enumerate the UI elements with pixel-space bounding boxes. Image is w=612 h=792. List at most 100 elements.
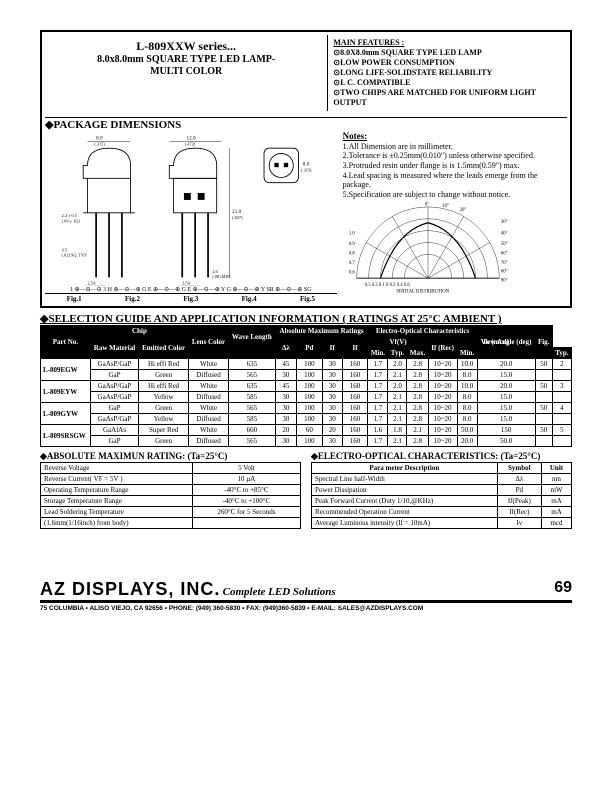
- svg-text:0.9: 0.9: [348, 242, 355, 247]
- cell: 260°C for 5 Seconds: [192, 507, 300, 518]
- features-box: MAIN FEATURES : ⊙8.0X8.0mm SQUARE TYPE L…: [328, 35, 567, 111]
- cell: 10~20: [428, 414, 457, 425]
- th-ifp: If: [342, 337, 368, 359]
- svg-text:0.5 0.3 0.1 0 0.2 0.4 0.6: 0.5 0.3 0.1 0 0.2 0.4 0.6: [364, 283, 410, 288]
- eoc-h0: Para meter Description: [312, 463, 498, 474]
- svg-text:8.0: 8.0: [303, 161, 310, 167]
- cell: Diffused: [189, 436, 229, 447]
- footer: AZ DISPLAYS, INC. Complete LED Solutions…: [40, 579, 572, 603]
- svg-text:(.09 ± .02): (.09 ± .02): [62, 218, 81, 223]
- cell: 585: [228, 414, 275, 425]
- cell: 10~20: [428, 359, 457, 370]
- footer-tag: Complete LED Solutions: [223, 586, 336, 598]
- feature-item: ⊙I. C. COMPATIBLE: [333, 78, 562, 88]
- cell: 5 Volt: [192, 463, 300, 474]
- part-cell: L-809SRSGW: [41, 425, 91, 447]
- cell: 30: [322, 370, 342, 381]
- table-row: Reverse Voltage5 Volt: [41, 463, 301, 474]
- cell: 30: [322, 414, 342, 425]
- cell: 50: [535, 359, 552, 370]
- cell: 565: [228, 403, 275, 414]
- cell: GaAsP/GaP: [90, 359, 138, 370]
- cell: 100: [297, 381, 323, 392]
- subtitle1: 8.0x8.0mm SQUARE TYPE LED LAMP-: [49, 54, 323, 66]
- cell: 30: [322, 359, 342, 370]
- th-wave: Wave Length: [228, 326, 275, 348]
- cell: 2.1: [388, 370, 407, 381]
- table-row: Average Luminous intensity (If = 10mA)Iv…: [312, 518, 572, 529]
- cell: -40°C to +85°C: [192, 485, 300, 496]
- cell: 10~20: [428, 381, 457, 392]
- cell: Operating Temperature Range: [41, 485, 193, 496]
- cell: [552, 436, 571, 447]
- cell: If(Rec): [497, 507, 541, 518]
- table-row: Spectral Line half-WidthΔλnm: [312, 474, 572, 485]
- eoc-h2: Unit: [542, 463, 572, 474]
- subtitle2: MULTI COLOR: [49, 66, 323, 78]
- cell: 2.0: [388, 359, 407, 370]
- note-item: 3.Protruded resin under flange is is 1.5…: [343, 161, 567, 171]
- svg-text:(.08) MIN.: (.08) MIN.: [212, 274, 231, 279]
- cell: 30: [322, 436, 342, 447]
- cell: 30: [275, 436, 296, 447]
- features-heading: MAIN FEATURES :: [333, 38, 562, 48]
- table-row: L-809GYWGaPGreenWhite56530100301601.72.1…: [41, 403, 572, 414]
- cell: GaP: [90, 403, 138, 414]
- cell: 45: [275, 359, 296, 370]
- cell: 150: [477, 425, 535, 436]
- svg-text:10°: 10°: [442, 204, 449, 209]
- cell: GaAsP/GaP: [90, 381, 138, 392]
- cell: 100: [297, 436, 323, 447]
- th-raw: Raw Material: [90, 337, 138, 359]
- selection-table: Part No. Chip Lens Color Wave Length Abs…: [40, 325, 572, 447]
- table-row: Power DissipationPdmW: [312, 485, 572, 496]
- cell: 50: [535, 425, 552, 436]
- th-ifrec: If (Rec): [428, 337, 457, 359]
- cell: 20.0: [457, 436, 477, 447]
- cell: Lead Soldering Temperature: [41, 507, 193, 518]
- cell: GaAlAs: [90, 425, 138, 436]
- cell: nm: [542, 474, 572, 485]
- cell: ­: [552, 370, 571, 381]
- cell: 1.7: [368, 414, 388, 425]
- cell: 15.0: [477, 403, 535, 414]
- amr-heading: ◆ABSOLUTE MAXIMUN RATING: (Ta=25°C): [40, 451, 301, 462]
- note-item: 5.Specification are subject to change wi…: [343, 190, 567, 200]
- svg-text:21.0: 21.0: [232, 209, 241, 215]
- cell: [535, 392, 552, 403]
- th-min: Min.: [368, 348, 388, 359]
- cell: mA: [542, 496, 572, 507]
- cell: Hi effi Red: [139, 381, 189, 392]
- part-cell: L-809GYW: [41, 403, 91, 425]
- pkg-area: 8.0 (.315) 12.0 (.472) 21.0 (.827): [45, 131, 567, 303]
- cell: Power Dissipation: [312, 485, 498, 496]
- cell: 8.0: [457, 392, 477, 403]
- table-row: Recommended Operation CurrentIf(Rec)mA: [312, 507, 572, 518]
- feature-item: ⊙8.0X8.0mm SQUARE TYPE LED LAMP: [333, 48, 562, 58]
- cell: 8.0: [457, 403, 477, 414]
- datasheet-box: L-809XXW series... 8.0x8.0mm SQUARE TYPE…: [40, 30, 572, 308]
- cell: 1.7: [368, 403, 388, 414]
- cell: 565: [228, 436, 275, 447]
- th-ivtyp: Typ.: [552, 348, 571, 359]
- svg-text:60°: 60°: [500, 252, 507, 257]
- cell: 160: [342, 436, 368, 447]
- th-fig: Fig.: [535, 326, 552, 359]
- fig-pins: 1 ⊕—⊖—⊖ 3 H ⊕—⊖—⊕ G E ⊕—⊖—⊕ G E ⊕—⊖—⊕ Y …: [45, 286, 337, 293]
- cell: mA: [542, 507, 572, 518]
- svg-text:1.0: 1.0: [348, 232, 355, 237]
- table-row: L-809EYWGaAsP/GaPHi effi RedWhite6354510…: [41, 381, 572, 392]
- cell: 160: [342, 370, 368, 381]
- cell: GaAsP/GaP: [90, 414, 138, 425]
- th-max: Max.: [407, 348, 428, 359]
- svg-text:80°: 80°: [500, 270, 507, 275]
- eoc-h1: Symbol: [497, 463, 541, 474]
- amr-box: ◆ABSOLUTE MAXIMUN RATING: (Ta=25°C) Reve…: [40, 451, 301, 529]
- cell: 1.8: [388, 425, 407, 436]
- cell: 160: [342, 403, 368, 414]
- th-amr: Absolute Maximum Ratings: [275, 326, 368, 337]
- svg-text:90°: 90°: [500, 279, 507, 284]
- cell: 100: [297, 403, 323, 414]
- table-row: Lead Soldering Temperature260°C for 5 Se…: [41, 507, 301, 518]
- cell: [552, 392, 571, 403]
